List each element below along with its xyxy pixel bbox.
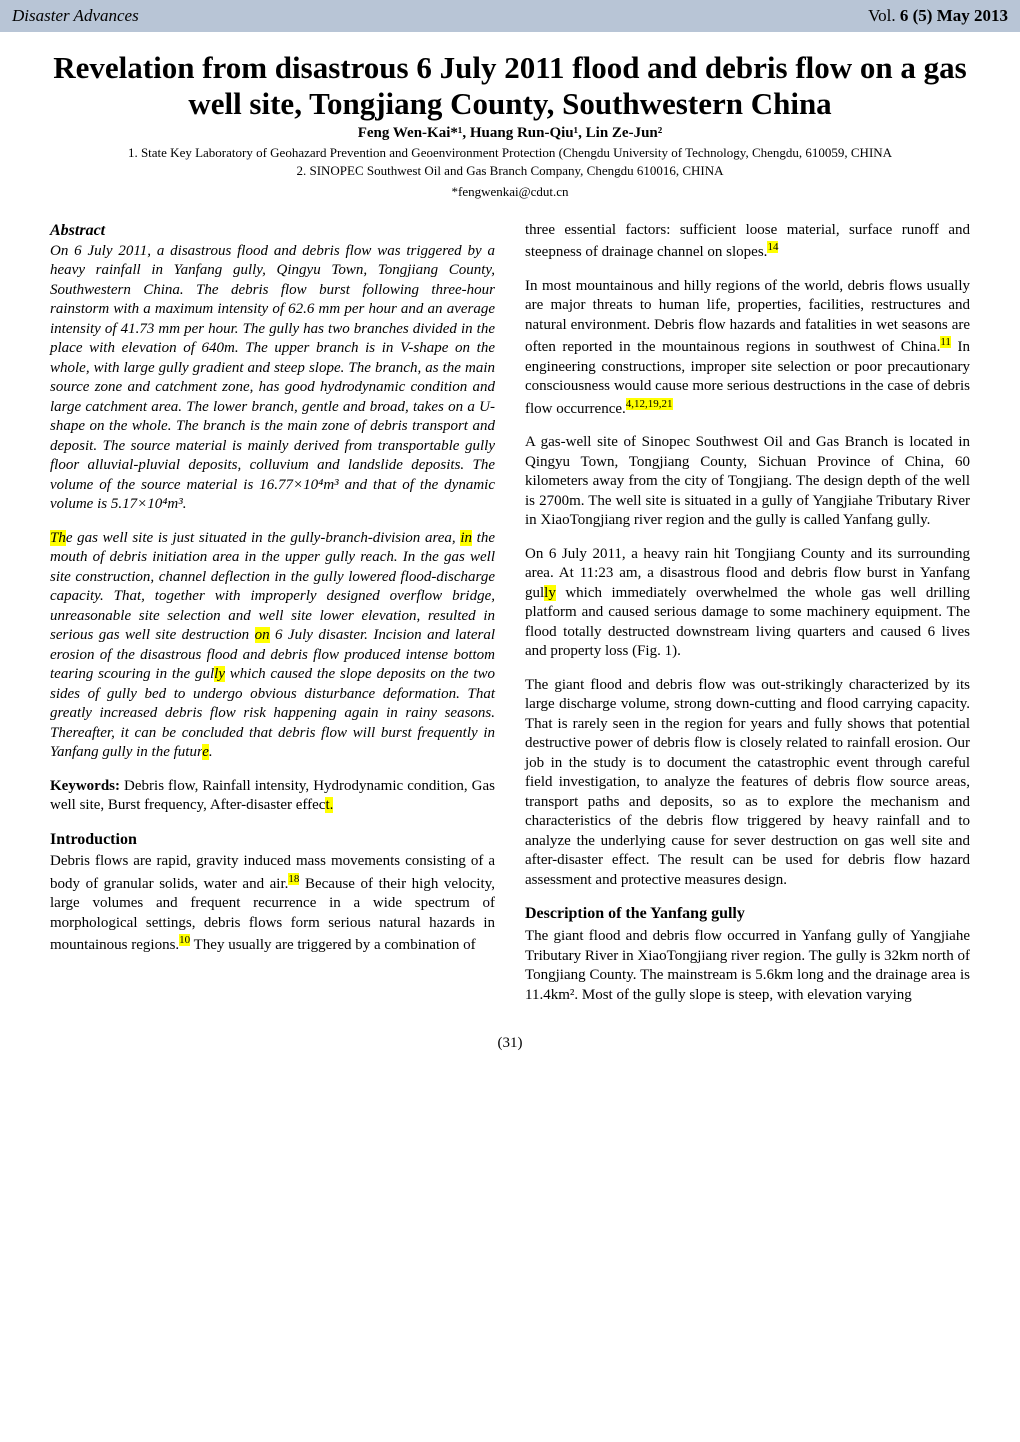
citation-10: 10 xyxy=(179,934,190,946)
corresponding-email: *fengwenkai@cdut.cn xyxy=(40,183,980,201)
page-number: (31) xyxy=(0,1025,1020,1062)
keywords: Keywords: Debris flow, Rainfall intensit… xyxy=(50,777,495,816)
title-block: Revelation from disastrous 6 July 2011 f… xyxy=(40,50,980,201)
authors: Feng Wen-Kai*¹, Huang Run-Qiu¹, Lin Ze-J… xyxy=(40,125,980,142)
right-p3: A gas-well site of Sinopec Southwest Oil… xyxy=(525,433,970,531)
left-column: Abstract On 6 July 2011, a disastrous fl… xyxy=(50,221,495,1005)
right-p4: On 6 July 2011, a heavy rain hit Tongjia… xyxy=(525,545,970,662)
citation-11: 11 xyxy=(940,336,951,348)
right-p6: The giant flood and debris flow occurred… xyxy=(525,927,970,1005)
abstract-p1: On 6 July 2011, a disastrous flood and d… xyxy=(50,242,495,515)
affiliation-1: 1. State Key Laboratory of Geohazard Pre… xyxy=(40,144,980,162)
abstract-p2: The gas well site is just situated in th… xyxy=(50,529,495,763)
journal-header: Disaster Advances Vol. 6 (5) May 2013 xyxy=(0,0,1020,32)
paper-title: Revelation from disastrous 6 July 2011 f… xyxy=(40,50,980,121)
right-column: three essential factors: sufficient loos… xyxy=(525,221,970,1005)
volume-info: Vol. 6 (5) May 2013 xyxy=(868,6,1008,26)
description-heading: Description of the Yanfang gully xyxy=(525,904,970,925)
right-p5: The giant flood and debris flow was out-… xyxy=(525,676,970,891)
introduction-heading: Introduction xyxy=(50,830,495,851)
journal-name: Disaster Advances xyxy=(12,6,139,26)
right-p1: three essential factors: sufficient loos… xyxy=(525,221,970,263)
citation-4-12-19-21: 4,12,19,21 xyxy=(626,398,673,410)
content-columns: Abstract On 6 July 2011, a disastrous fl… xyxy=(0,211,1020,1025)
affiliations: 1. State Key Laboratory of Geohazard Pre… xyxy=(40,144,980,201)
citation-18: 18 xyxy=(288,873,299,885)
abstract-label: Abstract xyxy=(50,221,495,242)
right-p2: In most mountainous and hilly regions of… xyxy=(525,277,970,420)
affiliation-2: 2. SINOPEC Southwest Oil and Gas Branch … xyxy=(40,162,980,180)
intro-p1: Debris flows are rapid, gravity induced … xyxy=(50,852,495,956)
citation-14: 14 xyxy=(767,241,778,253)
